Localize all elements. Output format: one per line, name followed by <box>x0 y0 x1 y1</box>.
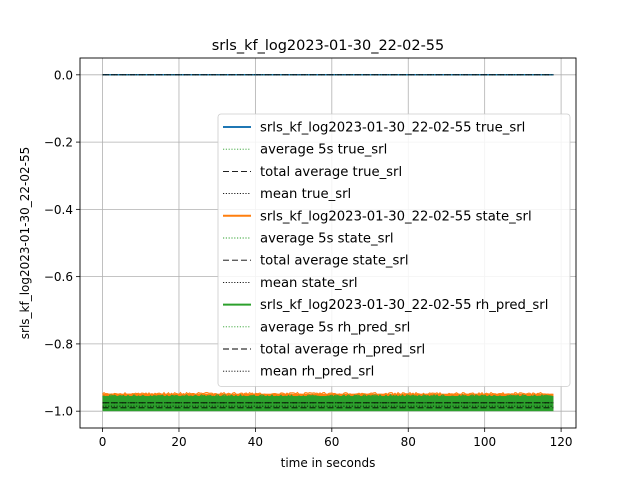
legend-label: average 5s rh_pred_srl <box>260 320 410 335</box>
legend-label: average 5s state_srl <box>260 232 394 247</box>
x-tick-label: 80 <box>401 435 416 449</box>
legend-label: total average state_srl <box>260 254 408 269</box>
series-layer <box>102 74 554 412</box>
legend-label: srls_kf_log2023-01-30_22-02-55 rh_pred_s… <box>260 298 548 313</box>
legend-label: srls_kf_log2023-01-30_22-02-55 state_srl <box>260 209 532 224</box>
y-axis: 0.0 −0.2 −0.4 −0.6 −0.8 −1.0 <box>44 68 80 419</box>
chart-title: srls_kf_log2023-01-30_22-02-55 <box>212 38 445 54</box>
plot-frame <box>79 57 577 429</box>
series-band-edge-4 <box>102 391 553 396</box>
legend: srls_kf_log2023-01-30_22-02-55 true_srla… <box>217 113 571 387</box>
x-tick-label: 100 <box>473 435 496 449</box>
x-axis-label: time in seconds <box>281 456 376 470</box>
y-tick-label: −0.4 <box>44 203 73 217</box>
series-band-edge-8 <box>102 394 553 398</box>
x-tick-label: 120 <box>550 435 573 449</box>
x-tick-label: 60 <box>324 435 339 449</box>
x-tick-label: 0 <box>99 435 107 449</box>
legend-label: mean true_srl <box>260 187 351 202</box>
legend-label: total average true_srl <box>260 165 402 180</box>
legend-label: total average rh_pred_srl <box>260 343 425 358</box>
legend-box <box>217 113 571 387</box>
legend-label: average 5s true_srl <box>260 143 387 158</box>
y-tick-label: −0.2 <box>44 136 73 150</box>
x-tick-label: 40 <box>248 435 263 449</box>
legend-label: mean state_srl <box>260 276 358 291</box>
x-axis: 0 20 40 60 80 100 120 <box>99 428 573 449</box>
y-tick-label: −0.8 <box>44 337 73 351</box>
y-tick-label: −0.6 <box>44 270 73 284</box>
legend-label: srls_kf_log2023-01-30_22-02-55 true_srl <box>260 121 525 136</box>
y-tick-label: 0.0 <box>54 68 73 82</box>
y-tick-label: −1.0 <box>44 405 73 419</box>
legend-label: mean rh_pred_srl <box>260 365 374 380</box>
x-tick-label: 20 <box>171 435 186 449</box>
series-band-8 <box>102 396 554 412</box>
y-axis-label: srls_kf_log2023-01-30_22-02-55 <box>18 147 32 339</box>
